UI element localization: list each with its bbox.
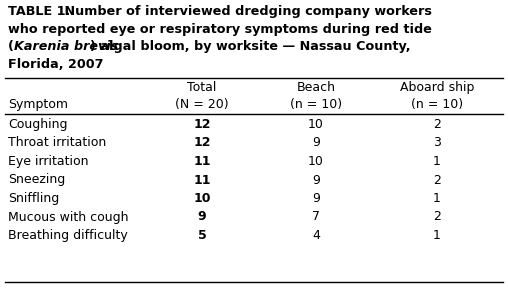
Text: (: ( bbox=[8, 40, 14, 53]
Text: 11: 11 bbox=[193, 173, 211, 186]
Text: Coughing: Coughing bbox=[8, 118, 68, 131]
Text: 4: 4 bbox=[312, 229, 320, 242]
Text: 12: 12 bbox=[193, 118, 211, 131]
Text: 1: 1 bbox=[433, 192, 441, 205]
Text: 10: 10 bbox=[308, 118, 324, 131]
Text: 9: 9 bbox=[198, 211, 206, 224]
Text: Eye irritation: Eye irritation bbox=[8, 155, 88, 168]
Text: 9: 9 bbox=[312, 173, 320, 186]
Text: Mucous with cough: Mucous with cough bbox=[8, 211, 129, 224]
Text: Karenia brevis: Karenia brevis bbox=[15, 40, 119, 53]
Text: ) algal bloom, by worksite — Nassau County,: ) algal bloom, by worksite — Nassau Coun… bbox=[90, 40, 411, 53]
Text: 12: 12 bbox=[193, 137, 211, 150]
Text: Total: Total bbox=[187, 81, 217, 94]
Text: 9: 9 bbox=[312, 137, 320, 150]
Text: 10: 10 bbox=[193, 192, 211, 205]
Text: 3: 3 bbox=[433, 137, 441, 150]
Text: Sniffling: Sniffling bbox=[8, 192, 59, 205]
Text: 2: 2 bbox=[433, 173, 441, 186]
Text: 11: 11 bbox=[193, 155, 211, 168]
Text: (n = 10): (n = 10) bbox=[290, 98, 342, 111]
Text: who reported eye or respiratory symptoms during red tide: who reported eye or respiratory symptoms… bbox=[8, 23, 432, 35]
Text: 7: 7 bbox=[312, 211, 320, 224]
Text: Aboard ship: Aboard ship bbox=[400, 81, 474, 94]
Text: Throat irritation: Throat irritation bbox=[8, 137, 106, 150]
Text: Florida, 2007: Florida, 2007 bbox=[8, 57, 104, 70]
Text: TABLE 1.: TABLE 1. bbox=[8, 5, 70, 18]
Text: 1: 1 bbox=[433, 155, 441, 168]
Text: (n = 10): (n = 10) bbox=[411, 98, 463, 111]
Text: 10: 10 bbox=[308, 155, 324, 168]
Text: Symptom: Symptom bbox=[8, 98, 68, 111]
Text: Beach: Beach bbox=[297, 81, 335, 94]
Text: 2: 2 bbox=[433, 211, 441, 224]
Text: Sneezing: Sneezing bbox=[8, 173, 65, 186]
Text: 1: 1 bbox=[433, 229, 441, 242]
Text: Breathing difficulty: Breathing difficulty bbox=[8, 229, 128, 242]
Text: 9: 9 bbox=[312, 192, 320, 205]
Text: Number of interviewed dredging company workers: Number of interviewed dredging company w… bbox=[60, 5, 432, 18]
Text: 2: 2 bbox=[433, 118, 441, 131]
Text: (N = 20): (N = 20) bbox=[175, 98, 229, 111]
Text: 5: 5 bbox=[198, 229, 206, 242]
